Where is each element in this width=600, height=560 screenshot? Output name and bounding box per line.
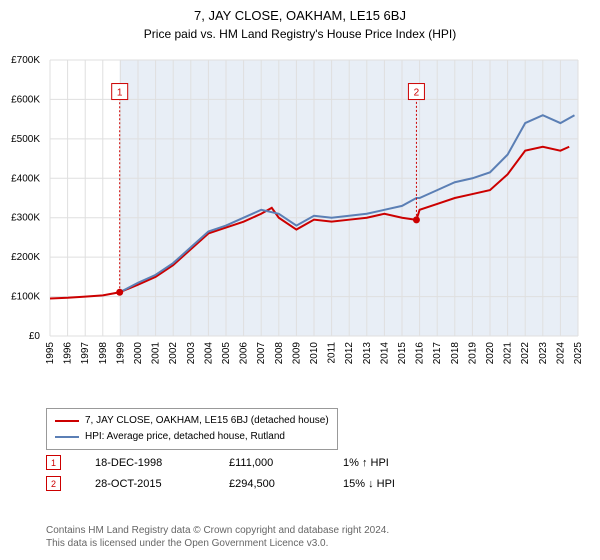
svg-text:2025: 2025 — [573, 342, 584, 365]
svg-text:£700K: £700K — [11, 55, 40, 66]
legend-label: 7, JAY CLOSE, OAKHAM, LE15 6BJ (detached… — [85, 413, 329, 429]
svg-text:2015: 2015 — [397, 342, 408, 365]
svg-text:£500K: £500K — [11, 134, 40, 145]
svg-text:1996: 1996 — [63, 342, 74, 365]
svg-text:2020: 2020 — [485, 342, 496, 365]
footnote-line: Contains HM Land Registry data © Crown c… — [46, 524, 582, 537]
svg-text:2018: 2018 — [450, 342, 461, 365]
svg-text:2019: 2019 — [467, 342, 478, 365]
legend-item: 7, JAY CLOSE, OAKHAM, LE15 6BJ (detached… — [55, 413, 329, 429]
legend-swatch — [55, 436, 79, 438]
footnote-line: This data is licensed under the Open Gov… — [46, 537, 582, 550]
svg-text:1995: 1995 — [45, 342, 56, 365]
svg-text:2003: 2003 — [186, 342, 197, 365]
svg-text:£600K: £600K — [11, 94, 40, 105]
svg-text:2012: 2012 — [344, 342, 355, 365]
svg-text:1998: 1998 — [98, 342, 109, 365]
svg-text:2000: 2000 — [133, 342, 144, 365]
svg-text:2006: 2006 — [239, 342, 250, 365]
sale-marker-icon: 2 — [46, 476, 61, 491]
svg-text:2024: 2024 — [555, 342, 566, 365]
svg-text:2005: 2005 — [221, 342, 232, 365]
sale-row: 1 18-DEC-1998 £111,000 1% ↑ HPI — [46, 452, 582, 473]
legend-label: HPI: Average price, detached house, Rutl… — [85, 429, 285, 445]
chart-title: 7, JAY CLOSE, OAKHAM, LE15 6BJ — [0, 0, 600, 23]
legend: 7, JAY CLOSE, OAKHAM, LE15 6BJ (detached… — [46, 408, 338, 450]
svg-text:1: 1 — [117, 88, 123, 99]
svg-text:2016: 2016 — [415, 342, 426, 365]
sale-delta: 15% ↓ HPI — [343, 478, 395, 490]
sale-delta: 1% ↑ HPI — [343, 457, 389, 469]
svg-text:2023: 2023 — [538, 342, 549, 365]
svg-text:1997: 1997 — [80, 342, 91, 365]
svg-text:2001: 2001 — [151, 342, 162, 365]
svg-text:2013: 2013 — [362, 342, 373, 365]
svg-text:1999: 1999 — [115, 342, 126, 365]
chart-plot-area: £0£100K£200K£300K£400K£500K£600K£700K199… — [46, 56, 582, 376]
chart-subtitle: Price paid vs. HM Land Registry's House … — [0, 23, 600, 47]
svg-text:2002: 2002 — [168, 342, 179, 365]
svg-text:£300K: £300K — [11, 213, 40, 224]
svg-text:£0: £0 — [29, 331, 41, 342]
svg-text:2014: 2014 — [379, 342, 390, 365]
svg-text:2008: 2008 — [274, 342, 285, 365]
svg-text:2017: 2017 — [432, 342, 443, 365]
svg-text:2009: 2009 — [291, 342, 302, 365]
sale-date: 28-OCT-2015 — [95, 478, 195, 490]
svg-text:2011: 2011 — [327, 342, 338, 364]
svg-text:2010: 2010 — [309, 342, 320, 365]
sale-marker-icon: 1 — [46, 455, 61, 470]
svg-text:2021: 2021 — [503, 342, 514, 365]
footnote: Contains HM Land Registry data © Crown c… — [46, 524, 582, 550]
sales-table: 1 18-DEC-1998 £111,000 1% ↑ HPI 2 28-OCT… — [46, 452, 582, 494]
svg-text:£200K: £200K — [11, 252, 40, 263]
legend-swatch — [55, 420, 79, 422]
sale-row: 2 28-OCT-2015 £294,500 15% ↓ HPI — [46, 473, 582, 494]
sale-price: £111,000 — [229, 457, 309, 469]
svg-text:2004: 2004 — [203, 342, 214, 365]
svg-text:2022: 2022 — [520, 342, 531, 365]
legend-item: HPI: Average price, detached house, Rutl… — [55, 429, 329, 445]
svg-text:£400K: £400K — [11, 173, 40, 184]
svg-text:2007: 2007 — [256, 342, 267, 365]
sale-price: £294,500 — [229, 478, 309, 490]
svg-text:£100K: £100K — [11, 292, 40, 303]
sale-date: 18-DEC-1998 — [95, 457, 195, 469]
svg-text:2: 2 — [414, 88, 420, 99]
